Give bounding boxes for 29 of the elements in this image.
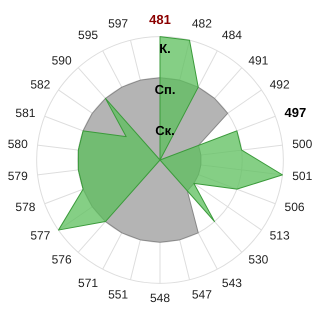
- spoke-label: 581: [15, 106, 36, 120]
- spoke-label: 579: [8, 169, 28, 184]
- spoke-label: 491: [248, 53, 269, 68]
- spoke-label: 513: [270, 228, 290, 243]
- spoke-label: 571: [78, 276, 98, 290]
- spoke-label: 543: [222, 276, 242, 290]
- spoke-label: 582: [30, 77, 51, 92]
- spoke-label: 590: [52, 53, 72, 68]
- y-tick-label: К.: [159, 40, 171, 56]
- spoke-label: 497: [284, 104, 306, 120]
- spoke-label: 551: [108, 287, 128, 302]
- spoke-label: 500: [292, 136, 313, 151]
- spoke-label: 597: [108, 16, 128, 31]
- spoke-label: 578: [15, 200, 36, 214]
- spoke-label: 577: [30, 228, 51, 243]
- spoke-label: 484: [222, 28, 242, 42]
- spoke-label: 548: [150, 291, 170, 306]
- spoke-label: 506: [284, 200, 305, 214]
- spoke-label: 580: [8, 136, 28, 151]
- spoke-label: 481: [149, 12, 171, 27]
- spoke-label: 482: [192, 16, 212, 31]
- spoke-label: 501: [292, 169, 313, 184]
- spoke-label: 547: [192, 287, 212, 302]
- spoke-label: 530: [248, 252, 269, 267]
- spoke-label: 492: [270, 77, 290, 92]
- y-tick-label: Ск.: [155, 123, 175, 138]
- y-tick-label: Сп.: [154, 82, 176, 98]
- spoke-label: 576: [52, 252, 72, 267]
- spoke-label: 595: [78, 28, 98, 42]
